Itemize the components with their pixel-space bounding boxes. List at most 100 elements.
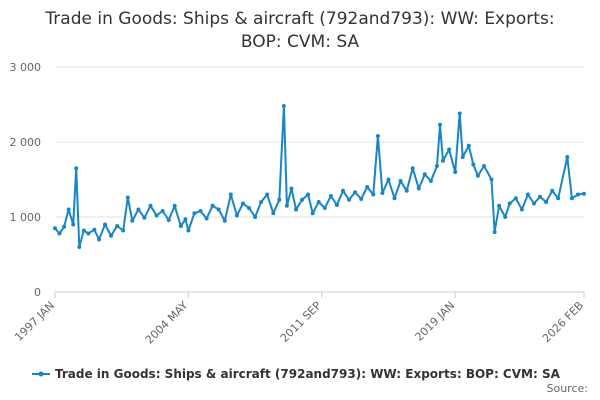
data-point: [513, 196, 518, 201]
data-point: [475, 173, 480, 178]
data-point: [277, 197, 282, 202]
data-point: [121, 228, 126, 233]
series-line: [54, 105, 585, 248]
data-point: [186, 228, 191, 233]
data-point: [538, 194, 542, 199]
data-point: [192, 211, 197, 216]
data-point: [130, 218, 135, 223]
data-point: [471, 162, 476, 167]
data-point: [404, 188, 409, 193]
y-tick-label: 0: [34, 286, 41, 299]
x-tick-label: 1997 JAN: [12, 299, 57, 344]
data-point: [103, 222, 107, 227]
data-point: [178, 224, 183, 228]
data-point: [310, 211, 315, 216]
y-axis: 0 1 000 2 000 3 000: [10, 61, 42, 299]
data-point: [341, 188, 345, 193]
data-point: [160, 209, 165, 213]
series-group: [53, 104, 586, 249]
data-point: [569, 196, 574, 201]
chart-title-line-1: Trade in Goods: Ships & aircraft (792and…: [44, 9, 554, 29]
data-point: [222, 218, 227, 223]
data-point: [97, 237, 101, 242]
data-point: [482, 164, 486, 168]
data-point: [386, 177, 391, 182]
data-point: [460, 155, 465, 159]
data-point: [328, 194, 333, 198]
data-point: [447, 147, 452, 152]
data-point: [115, 224, 120, 228]
data-point: [565, 155, 570, 159]
data-point: [497, 203, 502, 208]
data-point: [300, 197, 305, 202]
data-point: [422, 172, 427, 177]
data-point: [210, 203, 215, 208]
data-point: [503, 215, 508, 219]
data-point: [198, 209, 203, 213]
data-point: [109, 233, 114, 238]
data-point: [365, 185, 370, 189]
data-point: [74, 166, 79, 171]
data-point: [410, 166, 415, 171]
x-tick-label: 2004 MAY: [143, 299, 191, 347]
data-point: [166, 218, 171, 222]
data-point: [142, 215, 147, 220]
data-point: [457, 111, 462, 116]
x-tick-label: 2026 FEB: [540, 299, 586, 345]
data-point: [375, 134, 380, 138]
legend-marker-icon: [38, 371, 44, 377]
data-point: [92, 227, 97, 232]
data-point: [57, 231, 62, 236]
data-point: [398, 179, 403, 183]
data-point: [204, 216, 209, 221]
data-point: [247, 206, 251, 210]
data-point: [392, 196, 397, 201]
y-tick-label: 2 000: [10, 136, 42, 149]
data-point: [492, 230, 497, 234]
data-point: [253, 215, 258, 219]
data-point: [466, 143, 471, 148]
data-point: [306, 192, 311, 197]
data-point: [136, 207, 141, 212]
data-point: [371, 192, 376, 197]
data-point: [183, 217, 188, 222]
data-point: [435, 164, 439, 168]
data-point: [172, 203, 177, 208]
y-tick-label: 3 000: [10, 61, 42, 74]
x-tick-label: 2019 JAN: [413, 299, 458, 344]
data-point: [453, 170, 458, 174]
data-point: [489, 177, 494, 182]
data-point: [322, 206, 327, 210]
y-tick-label: 1 000: [10, 211, 42, 224]
data-point: [281, 104, 286, 108]
data-point: [265, 192, 270, 197]
data-point: [289, 186, 294, 191]
data-point: [550, 188, 555, 193]
data-point: [544, 200, 549, 204]
data-point: [441, 158, 445, 163]
data-point: [71, 222, 76, 227]
data-point: [66, 207, 71, 212]
data-point: [347, 197, 352, 202]
data-point: [77, 245, 82, 249]
data-point: [353, 190, 358, 195]
data-point: [380, 191, 385, 195]
data-point: [241, 201, 245, 206]
data-point: [125, 195, 130, 200]
data-point: [359, 197, 364, 201]
data-point: [582, 191, 586, 196]
credits[interactable]: Source:: [547, 382, 589, 395]
legend[interactable]: Trade in Goods: Ships & aircraft (792and…: [32, 367, 561, 381]
data-point: [81, 228, 86, 233]
data-point: [525, 192, 530, 197]
data-point: [334, 203, 339, 207]
data-point: [216, 207, 221, 212]
data-point: [532, 201, 536, 206]
data-point: [284, 203, 289, 208]
data-point: [234, 213, 239, 218]
data-point: [519, 207, 524, 212]
data-point: [228, 192, 233, 197]
data-point: [575, 192, 580, 197]
